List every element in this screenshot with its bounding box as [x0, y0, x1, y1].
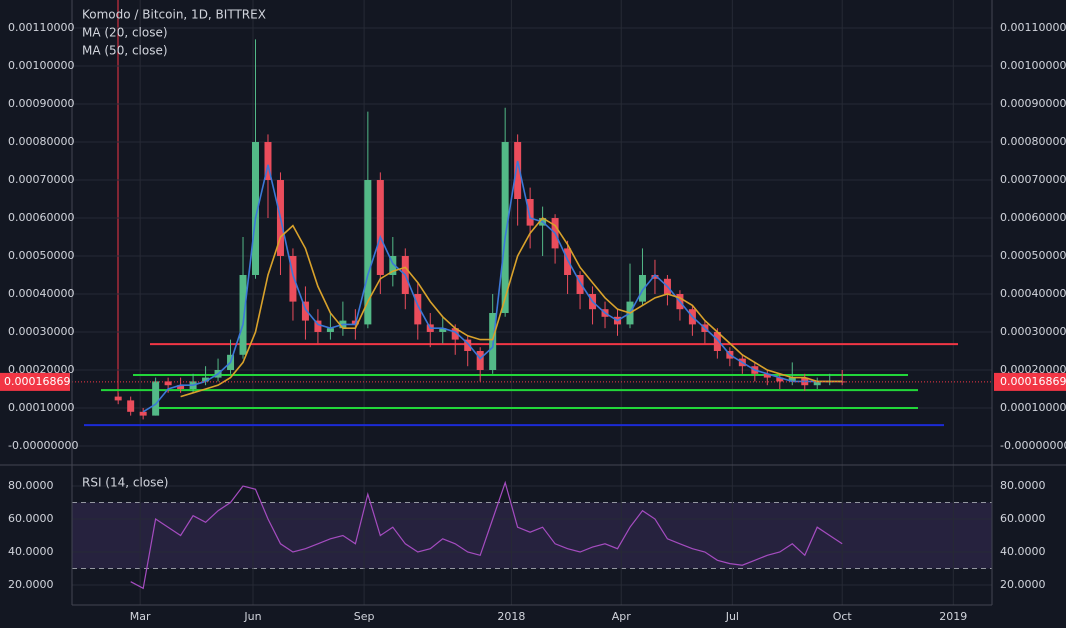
last-price-box [994, 372, 1066, 391]
y-tick-label: -0.00000000 [1000, 439, 1066, 452]
ma-line [142, 160, 843, 413]
y-tick-label: 0.00060000 [8, 211, 74, 224]
candle-body [389, 256, 397, 276]
candle-body [139, 411, 147, 416]
y-tick-label: 0.00010000 [1000, 401, 1066, 414]
y-tick-label: 20.0000 [8, 578, 54, 591]
candle-body [114, 396, 122, 401]
candle-body [476, 351, 484, 371]
y-tick-label: 40.0000 [1000, 545, 1046, 558]
y-tick-label: 0.00040000 [8, 287, 74, 300]
candle-body [651, 275, 659, 279]
x-tick-label: Mar [130, 610, 151, 623]
candle-body [514, 142, 522, 200]
candle-body [526, 199, 534, 226]
y-tick-label: 0.00090000 [1000, 97, 1066, 110]
x-tick-label: Oct [833, 610, 853, 623]
y-tick-label: 0.00100000 [1000, 59, 1066, 72]
ma-line [180, 216, 843, 398]
y-tick-label: 80.0000 [1000, 479, 1046, 492]
candle-body [439, 328, 447, 333]
x-tick-label: Jul [725, 610, 739, 623]
x-tick-label: 2018 [497, 610, 525, 623]
y-tick-label: 0.00020000 [8, 363, 74, 376]
y-tick-label: 20.0000 [1000, 578, 1046, 591]
rsi-band [72, 502, 992, 569]
y-tick-label: 0.00050000 [1000, 249, 1066, 262]
candle-body [314, 320, 322, 333]
rsi-title: RSI (14, close) [82, 476, 168, 490]
rsi-line [130, 480, 843, 590]
x-tick-label: Sep [354, 610, 375, 623]
y-tick-label: 0.00090000 [8, 97, 74, 110]
candle-body [264, 142, 272, 181]
x-tick-label: Jun [243, 610, 261, 623]
candle-body [713, 332, 721, 352]
candle-body [564, 248, 572, 276]
last-price-label: 0.00016869 [4, 375, 70, 388]
y-tick-label: 0.00030000 [8, 325, 74, 338]
plot-layer [72, 0, 992, 605]
candle-body [576, 275, 584, 295]
y-tick-label: 0.00010000 [8, 401, 74, 414]
candle-body [326, 328, 334, 333]
candle-body [239, 275, 247, 355]
candle-body [638, 275, 646, 302]
candle-body [301, 301, 309, 321]
candle-body [776, 377, 784, 382]
candle-body [289, 256, 297, 302]
legend-entry: MA (20, close) [82, 26, 168, 40]
y-tick-label: 0.00070000 [1000, 173, 1066, 186]
candle-body [838, 381, 846, 383]
y-tick-label: 60.0000 [1000, 512, 1046, 525]
y-tick-label: 0.00100000 [8, 59, 74, 72]
candle-body [464, 339, 472, 352]
y-tick-label: 60.0000 [8, 512, 54, 525]
candle-body [164, 381, 172, 386]
y-tick-label: 0.00030000 [1000, 325, 1066, 338]
last-price-box [0, 372, 70, 391]
y-tick-label: 0.00020000 [1000, 363, 1066, 376]
candle-body [501, 142, 509, 314]
y-tick-label: 0.00110000 [1000, 21, 1066, 34]
last-price-label: 0.00016869 [1000, 375, 1066, 388]
y-tick-label: 40.0000 [8, 545, 54, 558]
y-tick-label: 0.00040000 [1000, 287, 1066, 300]
y-tick-label: 0.00080000 [8, 135, 74, 148]
y-tick-label: 0.00070000 [8, 173, 74, 186]
candle-body [813, 381, 821, 386]
candle-body [376, 180, 384, 276]
y-tick-label: -0.00000000 [8, 439, 78, 452]
y-tick-label: 0.00080000 [1000, 135, 1066, 148]
y-tick-label: 80.0000 [8, 479, 54, 492]
candle-body [177, 385, 185, 390]
candle-body [788, 377, 796, 382]
candle-body [202, 377, 210, 382]
y-tick-label: 0.00060000 [1000, 211, 1066, 224]
candle-body [364, 180, 372, 325]
x-tick-label: 2019 [939, 610, 967, 623]
candle-body [152, 381, 160, 416]
y-tick-label: 0.00110000 [8, 21, 74, 34]
x-tick-label: Apr [612, 610, 632, 623]
candle-body [127, 400, 135, 412]
candle-body [451, 328, 459, 340]
candle-body [252, 142, 260, 276]
y-tick-label: 0.00050000 [8, 249, 74, 262]
candle-body [763, 373, 771, 378]
legend-entry: MA (50, close) [82, 44, 168, 58]
chart-title: Komodo / Bitcoin, 1D, BITTREX [82, 8, 266, 22]
candle-body [414, 294, 422, 325]
